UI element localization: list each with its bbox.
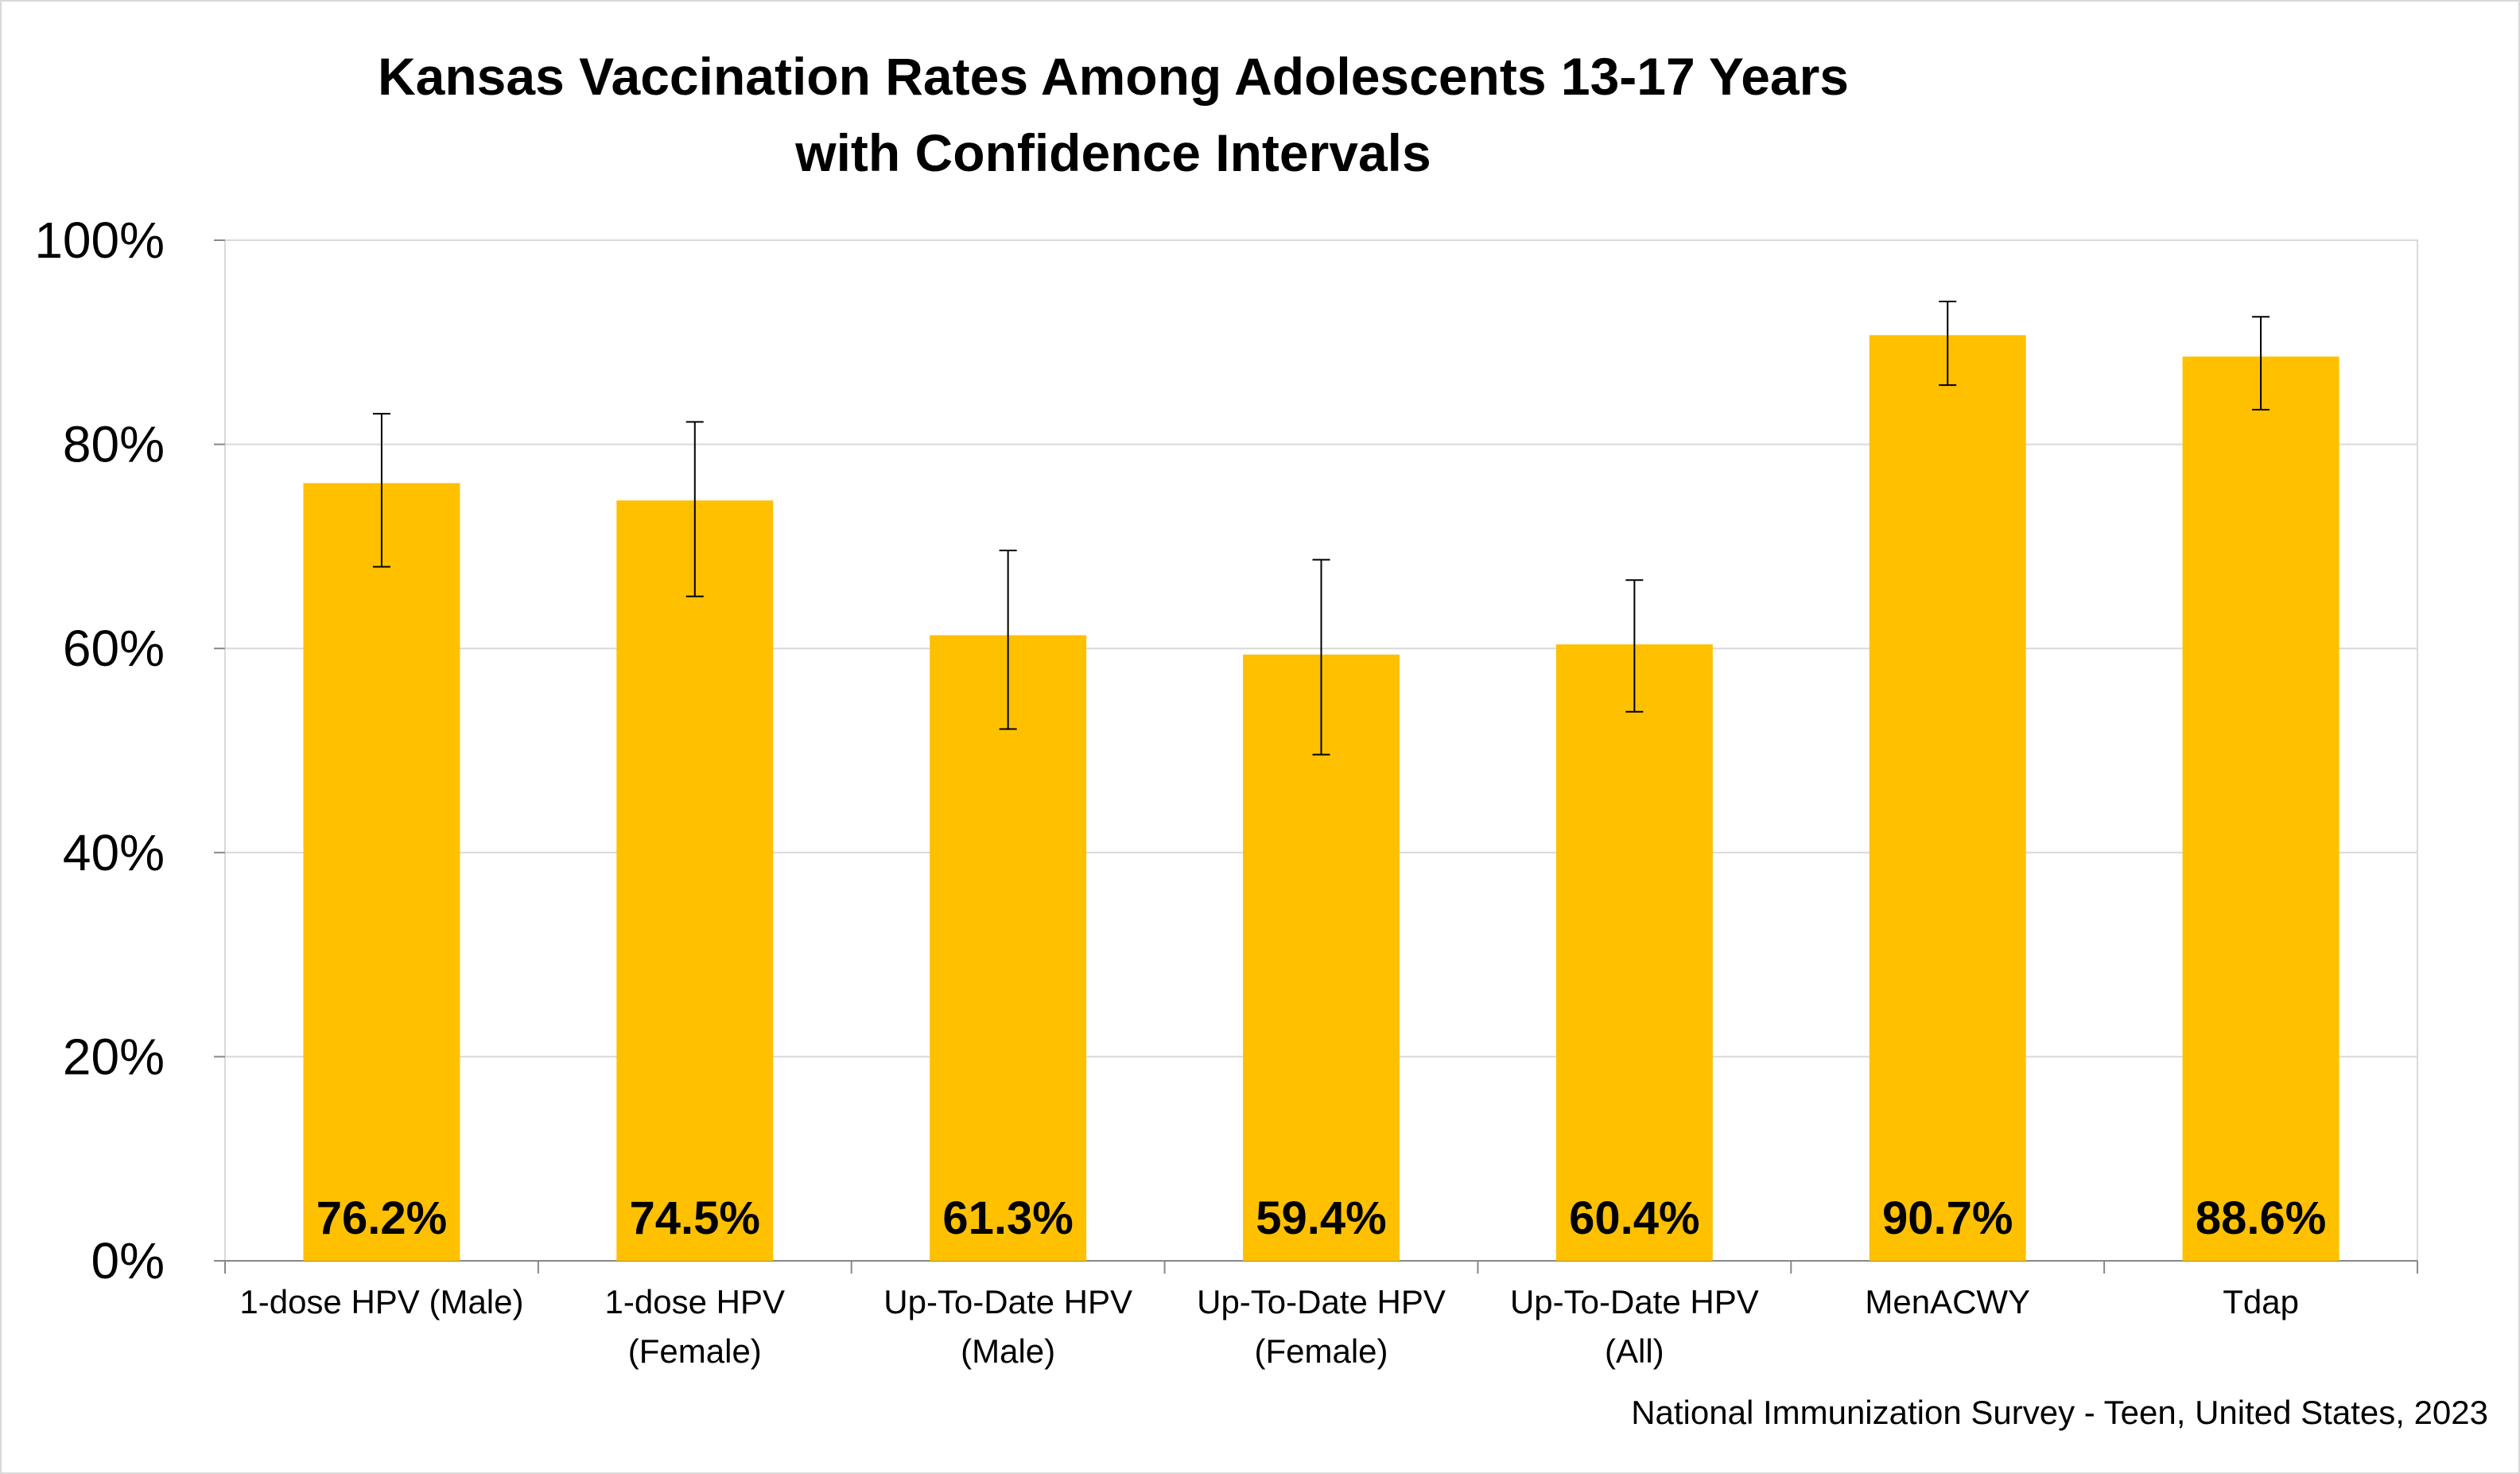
bar — [1555, 644, 1713, 1261]
x-category-label: Up-To-Date HPV — [1197, 1283, 1446, 1320]
bar — [1243, 654, 1400, 1261]
x-category-label: (Female) — [1254, 1332, 1388, 1370]
data-label: 76.2% — [316, 1192, 447, 1244]
x-category-label: 1-dose HPV — [605, 1283, 785, 1320]
y-tick-label: 100% — [34, 212, 165, 269]
data-label: 88.6% — [2196, 1192, 2326, 1244]
x-category-label: Up-To-Date HPV — [1510, 1283, 1759, 1320]
chart-title-line-2: with Confidence Intervals — [795, 123, 1431, 182]
y-tick-label: 20% — [63, 1028, 165, 1085]
bar — [303, 483, 460, 1261]
x-category-label: 1-dose HPV (Male) — [239, 1283, 523, 1320]
bar — [1869, 335, 2026, 1262]
data-label: 61.3% — [942, 1192, 1073, 1244]
source-note: National Immunization Survey - Teen, Uni… — [1631, 1394, 2488, 1431]
y-tick-label: 80% — [63, 416, 165, 473]
x-category-label: Up-To-Date HPV — [883, 1283, 1132, 1320]
y-tick-label: 60% — [63, 620, 165, 677]
x-category-label: (Male) — [961, 1332, 1055, 1370]
x-category-label: Tdap — [2223, 1283, 2299, 1320]
data-label: 90.7% — [1882, 1192, 2013, 1244]
data-label: 60.4% — [1569, 1192, 1699, 1244]
x-category-label: (Female) — [628, 1332, 762, 1370]
x-category-label: MenACWY — [1865, 1283, 2030, 1320]
data-label: 59.4% — [1256, 1192, 1386, 1244]
bar — [930, 635, 1087, 1261]
bar — [2182, 356, 2339, 1262]
y-tick-label: 40% — [63, 824, 165, 881]
x-category-label: (All) — [1605, 1332, 1664, 1370]
data-label: 74.5% — [630, 1192, 760, 1244]
bar — [616, 500, 774, 1261]
chart-title: Kansas Vaccination Rates Among Adolescen… — [0, 38, 2227, 191]
chart-title-line-1: Kansas Vaccination Rates Among Adolescen… — [377, 47, 1850, 106]
y-tick-label: 0% — [91, 1232, 165, 1289]
